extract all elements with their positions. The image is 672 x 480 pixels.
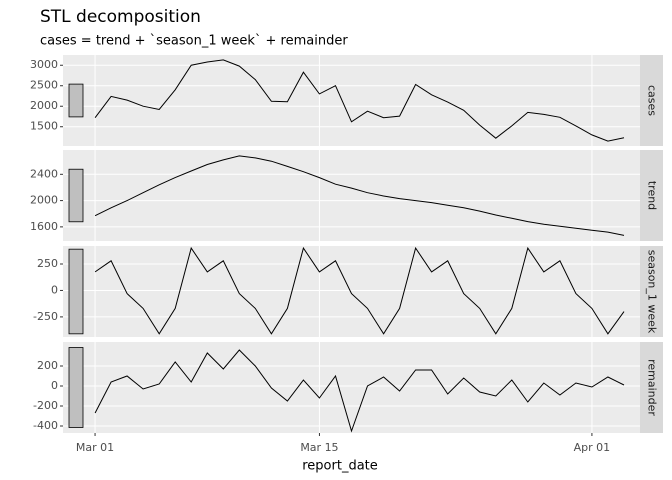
- strip-label: season_1 week: [646, 250, 659, 334]
- strip-background: [640, 246, 663, 337]
- strip-label: remainder: [646, 359, 659, 416]
- scale-bar: [68, 168, 84, 223]
- panel-background: [63, 342, 640, 433]
- y-tick-label: -250: [33, 310, 58, 323]
- y-tick-label: 2400: [30, 167, 58, 180]
- y-tick-label: 1600: [30, 220, 58, 233]
- y-tick-label: 0: [51, 283, 58, 296]
- y-tick-label: -200: [33, 399, 58, 412]
- scale-bar: [68, 248, 84, 335]
- y-tick-label: -400: [33, 419, 58, 432]
- y-tick-label: 250: [37, 257, 58, 270]
- data-line: [94, 246, 625, 335]
- y-tick-label: 2500: [30, 79, 58, 92]
- panel-background: [63, 246, 640, 337]
- chart-subtitle: cases = trend + `season_1 week` + remain…: [40, 34, 348, 49]
- data-line: [94, 155, 625, 236]
- chart-title: STL decomposition: [40, 7, 201, 27]
- panel-background: [63, 55, 640, 146]
- strip-background: [640, 150, 663, 241]
- x-tick-label: Mar 15: [300, 441, 338, 454]
- x-tick-label: Mar 01: [76, 441, 114, 454]
- x-axis-title: report_date: [302, 459, 378, 474]
- y-tick-label: 200: [37, 359, 58, 372]
- scale-bar: [68, 347, 84, 428]
- x-tick-label: Apr 01: [574, 441, 611, 454]
- strip-background: [640, 55, 663, 146]
- y-tick-label: 2000: [30, 194, 58, 207]
- y-tick-label: 2000: [30, 99, 58, 112]
- y-tick-label: 0: [51, 379, 58, 392]
- strip-background: [640, 342, 663, 433]
- strip-label: trend: [646, 181, 659, 210]
- strip-label: cases: [646, 85, 659, 116]
- data-line: [94, 59, 625, 142]
- y-tick-label: 3000: [30, 58, 58, 71]
- scale-bar: [68, 83, 84, 118]
- y-tick-label: 1500: [30, 120, 58, 133]
- data-line: [94, 349, 625, 433]
- panel-background: [63, 150, 640, 241]
